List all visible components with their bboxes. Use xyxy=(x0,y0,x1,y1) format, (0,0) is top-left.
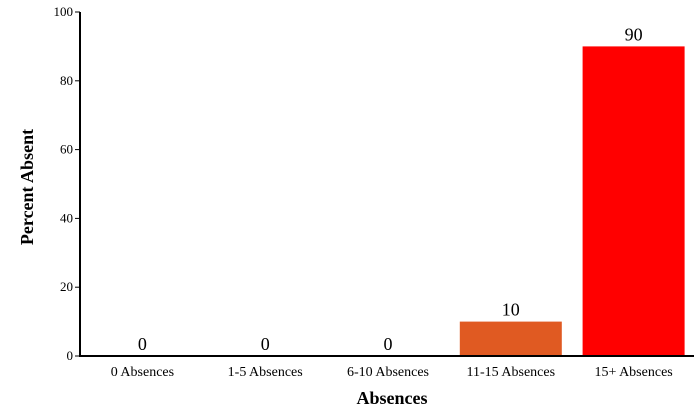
y-axis-ticks: 0 20 40 60 80 100 xyxy=(54,4,80,363)
x-axis-title: Absences xyxy=(357,388,428,408)
x-category-label-2: 6-10 Absences xyxy=(347,365,429,380)
x-axis-category-labels: 0 Absences 1-5 Absences 6-10 Absences 11-15… xyxy=(111,365,673,380)
bar-3 xyxy=(459,321,562,356)
data-label-2: 0 xyxy=(384,334,393,354)
y-tick-label: 100 xyxy=(54,4,74,19)
bar-4 xyxy=(582,46,685,357)
bars-group xyxy=(459,46,685,357)
y-tick-label: 0 xyxy=(67,348,74,363)
y-axis-title: Percent Absent xyxy=(17,129,37,245)
data-label-4: 90 xyxy=(625,24,643,44)
y-tick-label: 60 xyxy=(60,142,73,157)
y-tick-label: 20 xyxy=(60,279,73,294)
x-category-label-0: 0 Absences xyxy=(111,365,174,380)
data-labels-group: 0 0 0 10 90 xyxy=(138,24,643,354)
data-label-1: 0 xyxy=(261,334,270,354)
y-tick-label: 40 xyxy=(60,210,73,225)
y-tick-label: 80 xyxy=(60,73,73,88)
x-category-label-4: 15+ Absences xyxy=(594,365,672,380)
x-category-label-3: 11-15 Absences xyxy=(467,365,556,380)
x-category-label-1: 1-5 Absences xyxy=(228,365,303,380)
data-label-3: 10 xyxy=(502,300,520,320)
data-label-0: 0 xyxy=(138,334,147,354)
